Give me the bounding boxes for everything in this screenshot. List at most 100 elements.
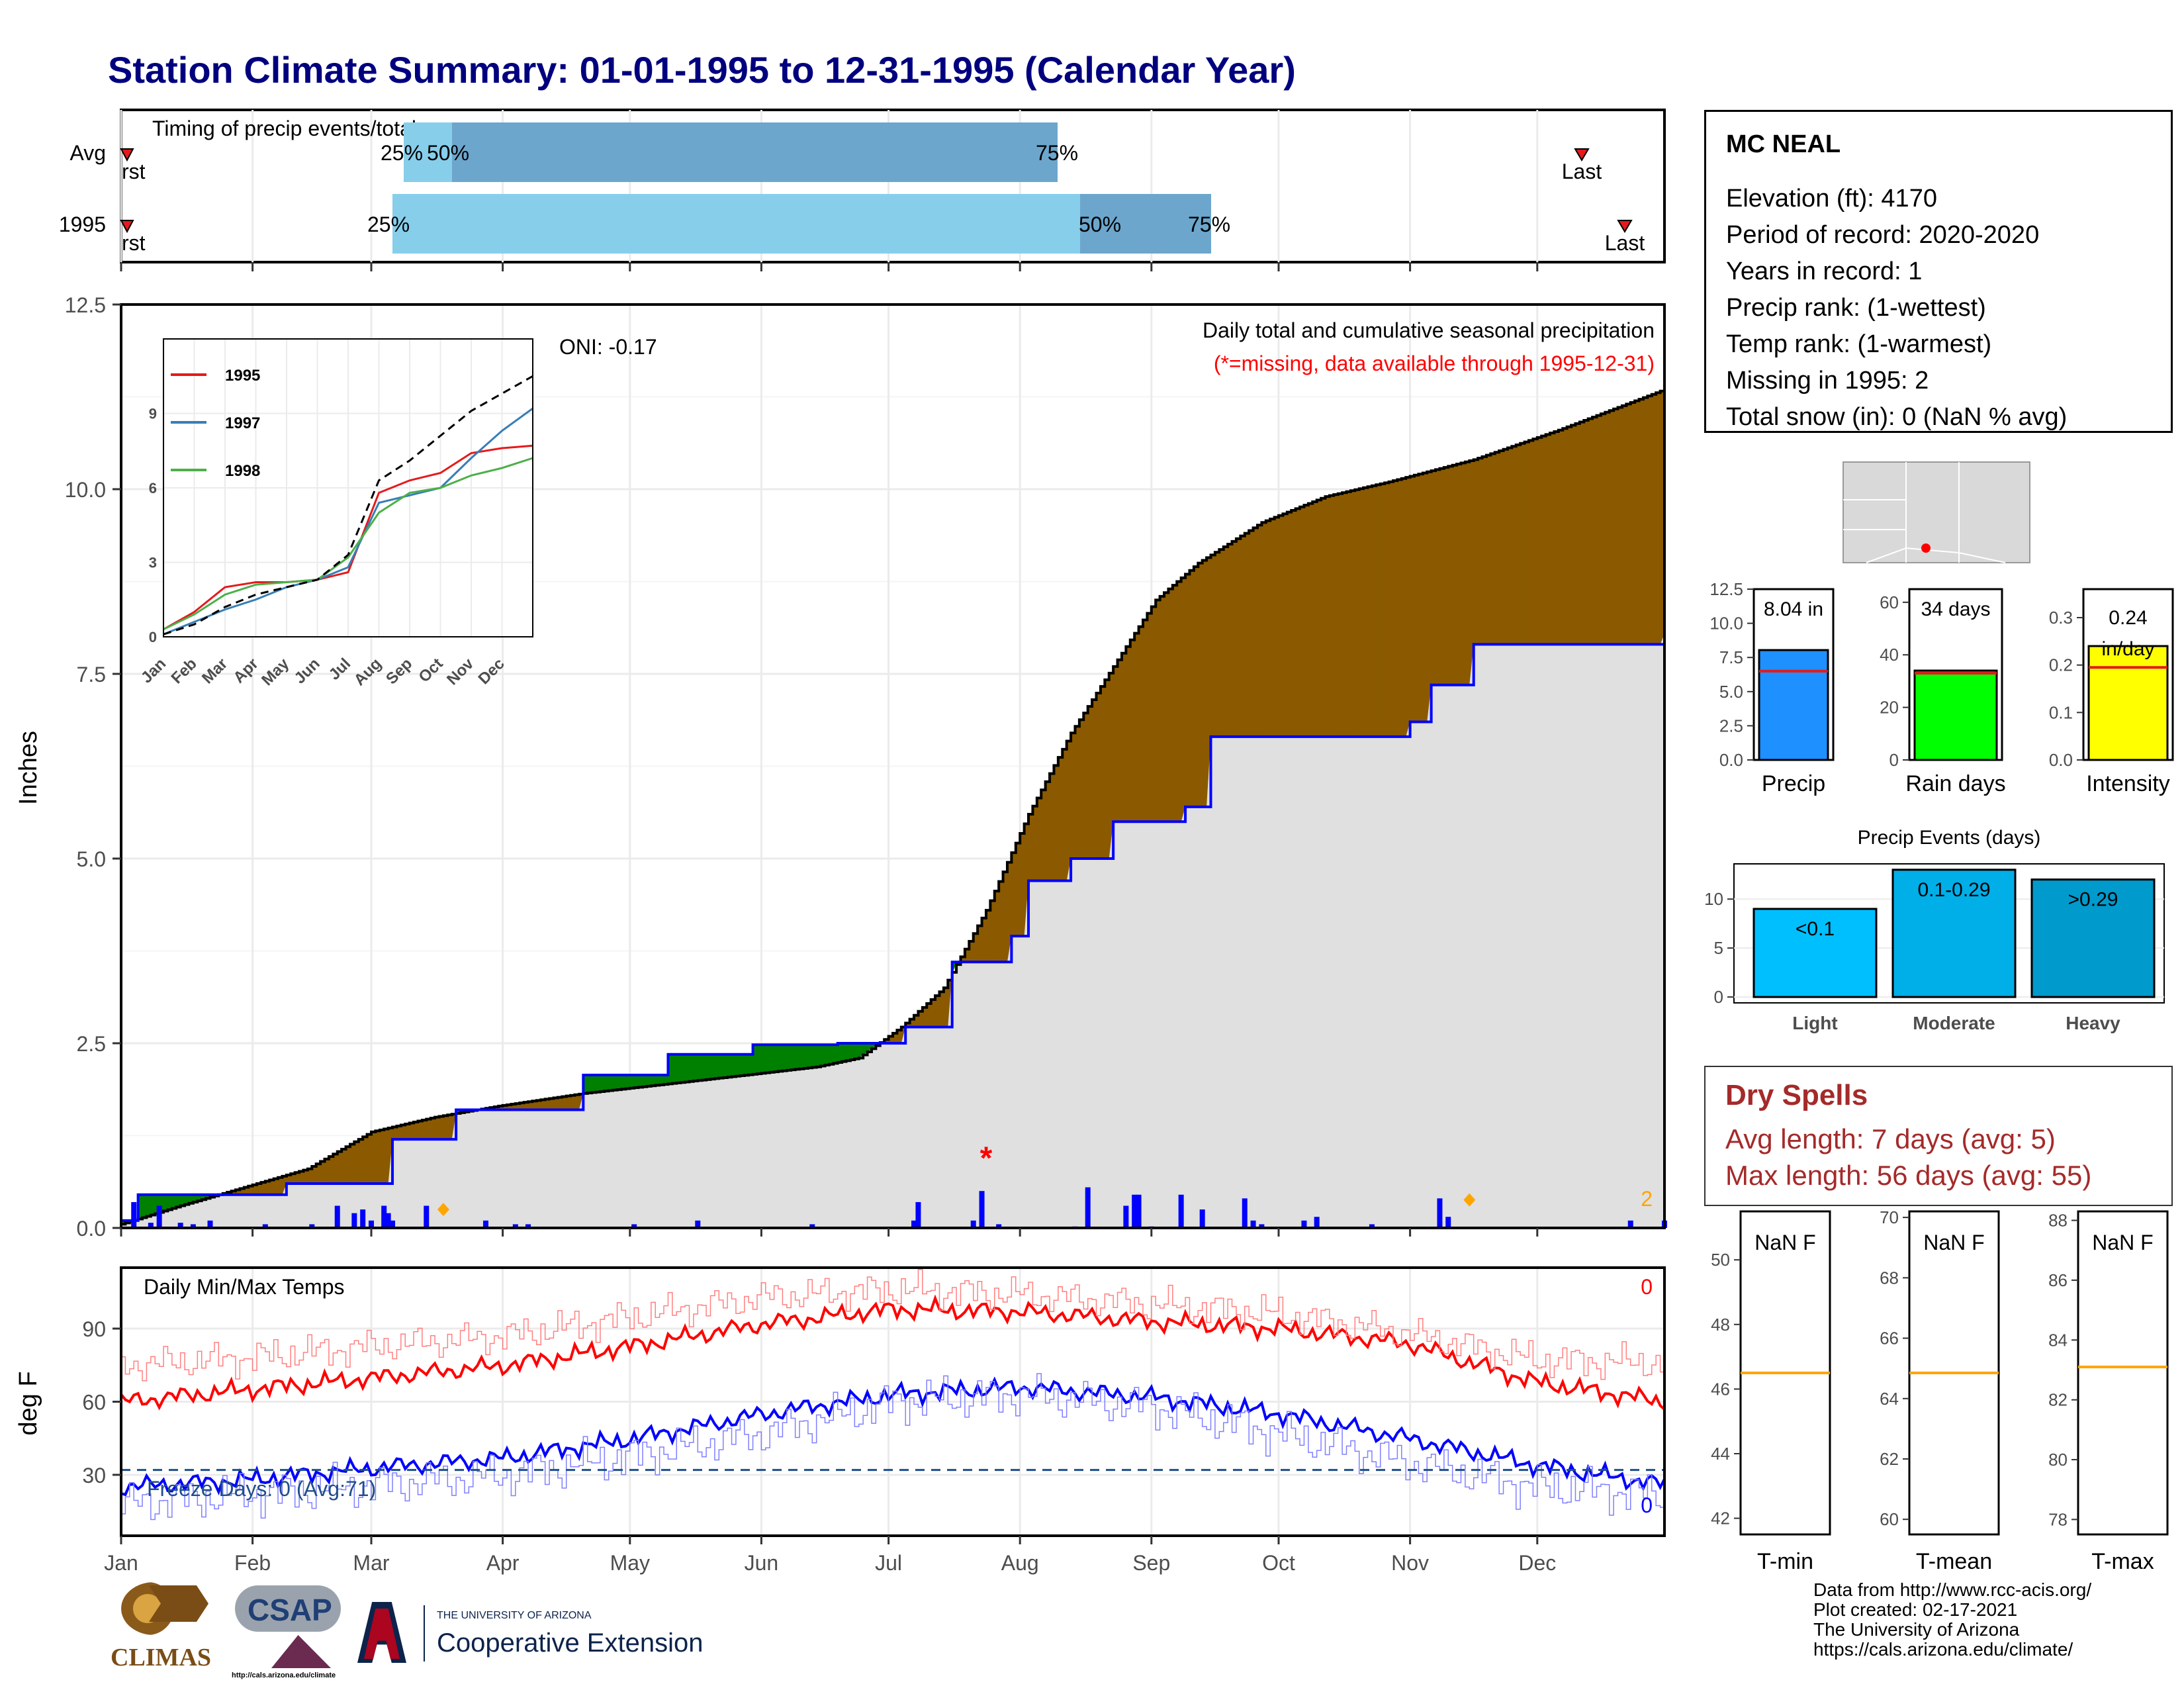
ua-small-text: THE UNIVERSITY OF ARIZONA <box>437 1610 592 1621</box>
timing-bar-light <box>404 122 453 182</box>
main-diff-area <box>278 1177 283 1195</box>
daily-precip-bar <box>1136 1194 1142 1228</box>
mini-bar-label-0: Precip <box>1762 771 1825 796</box>
main-diff-area <box>668 1054 673 1084</box>
main-diff-area <box>799 1045 805 1069</box>
main-title: Daily total and cumulative seasonal prec… <box>1203 318 1655 342</box>
main-diff-area <box>744 1054 749 1076</box>
daily-precip-bar <box>385 1213 391 1228</box>
main-diff-area <box>829 1045 834 1064</box>
main-diff-area <box>608 1074 614 1091</box>
ua-big-text: Cooperative Extension <box>437 1628 704 1658</box>
main-diff-area <box>1058 757 1063 881</box>
temp-title: Daily Min/Max Temps <box>144 1275 344 1299</box>
main-diff-area <box>371 1131 376 1184</box>
main-diff-area <box>545 1099 550 1110</box>
main-diff-area <box>1134 633 1140 822</box>
main-diff-area <box>807 1045 813 1068</box>
main-ylabel: Inches <box>15 731 42 805</box>
main-diff-area <box>812 1045 817 1068</box>
main-diff-area <box>1520 443 1525 645</box>
inset-line-average <box>163 375 533 635</box>
inset-legend-label: 1997 <box>225 414 260 432</box>
main-diff-area <box>647 1074 652 1087</box>
station-location-dot <box>1921 543 1931 553</box>
station-elevation: Elevation (ft): 4170 <box>1726 185 1937 212</box>
main-diff-area <box>1600 414 1606 645</box>
main-diff-area <box>1244 533 1250 737</box>
main-diff-area <box>1096 693 1101 859</box>
daily-precip-bar <box>1132 1194 1138 1228</box>
timing-row-label: 1995 <box>59 212 106 236</box>
temp-ytick-label: 30 <box>82 1464 106 1487</box>
main-diff-area <box>1443 467 1449 685</box>
main-ytick-label: 10.0 <box>65 478 106 502</box>
main-diff-area <box>379 1129 385 1184</box>
dry-spells-avg: Avg length: 7 days (avg: 5) <box>1725 1123 2056 1154</box>
main-diff-area <box>629 1074 635 1088</box>
main-diff-area <box>1473 459 1479 645</box>
temp-ylabel: deg F <box>15 1371 42 1435</box>
footer-plot-created: Plot created: 02-17-2021 <box>1813 1599 2018 1620</box>
station-years: Years in record: 1 <box>1726 258 1923 285</box>
timing-label-50: 50% <box>1079 212 1121 236</box>
daily-precip-bar <box>424 1205 430 1228</box>
main-diff-area <box>392 1127 398 1140</box>
main-diff-area <box>1062 749 1068 881</box>
avg-cumulative-line <box>121 389 1666 1226</box>
precip-events-tick-label: 5 <box>1714 938 1723 958</box>
main-diff-area <box>511 1104 516 1110</box>
main-diff-area <box>960 957 966 962</box>
month-label: Apr <box>486 1551 520 1575</box>
main-diff-area <box>159 1194 164 1213</box>
main-diff-area <box>1206 557 1212 807</box>
temp-box-tick-label: 42 <box>1711 1509 1730 1528</box>
temp-box-tick-label: 64 <box>1880 1389 1899 1409</box>
main-diff-area <box>1465 461 1470 685</box>
daily-precip-bar <box>1369 1224 1375 1228</box>
main-diff-area <box>460 1109 465 1113</box>
mini-bar-value-text-0: 8.04 in <box>1764 598 1823 620</box>
main-diff-area <box>1193 567 1199 807</box>
main-diff-area <box>905 1023 911 1027</box>
main-diff-area <box>1113 666 1118 822</box>
main-diff-area <box>765 1045 770 1073</box>
footer-university: The University of Arizona <box>1813 1619 2020 1640</box>
main-diff-area <box>1087 706 1093 859</box>
main-diff-area <box>761 1045 766 1074</box>
precip-event-label: Light <box>1792 1013 1837 1033</box>
temp-box-label-1: T-mean <box>1916 1549 1992 1574</box>
main-diff-area <box>1626 404 1631 645</box>
max-count: 0 <box>1641 1275 1653 1299</box>
main-diff-area <box>884 1039 889 1043</box>
main-diff-area <box>1075 726 1080 859</box>
main-diff-area <box>1494 452 1500 645</box>
main-diff-area <box>1486 455 1491 645</box>
main-diff-area <box>261 1182 266 1195</box>
main-diff-area <box>384 1129 389 1184</box>
main-diff-area <box>672 1054 677 1084</box>
main-diff-area <box>723 1054 728 1078</box>
daily-precip-bar <box>970 1220 976 1228</box>
dry-spells-box: Dry Spells Avg length: 7 days (avg: 5) M… <box>1704 1066 2173 1206</box>
main-gray-area <box>121 633 1664 1228</box>
main-diff-area <box>664 1074 669 1085</box>
main-diff-area <box>888 1036 893 1043</box>
main-diff-area <box>985 910 991 962</box>
temp-line-avg-max <box>120 1294 1666 1411</box>
main-diff-area <box>931 1000 936 1027</box>
dry-spells-title: Dry Spells <box>1725 1079 1868 1111</box>
main-diff-area <box>1295 508 1300 737</box>
month-label: Sep <box>1132 1551 1170 1575</box>
temp-box-tick-label: 88 <box>2048 1211 2068 1231</box>
precip-event-label: Moderate <box>1913 1013 1995 1033</box>
main-diff-area <box>1032 806 1038 881</box>
timing-first-marker <box>120 148 134 162</box>
daily-precip-bar <box>368 1220 374 1228</box>
main-diff-area <box>430 1118 435 1140</box>
main-diff-area <box>1300 506 1305 737</box>
csap-logo-text: CSAP <box>248 1593 332 1627</box>
main-diff-area <box>858 1043 864 1058</box>
station-period: Period of record: 2020-2020 <box>1726 221 2040 249</box>
